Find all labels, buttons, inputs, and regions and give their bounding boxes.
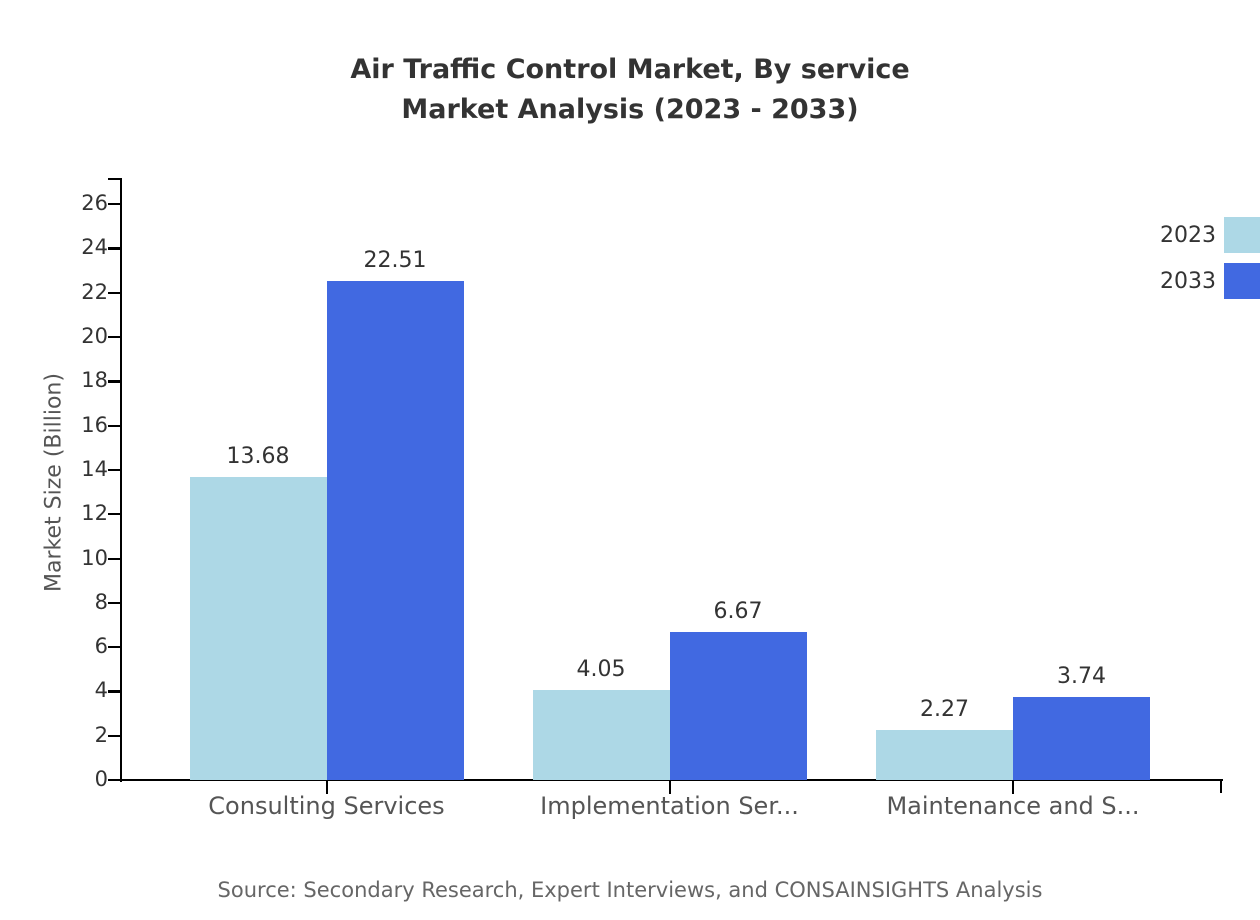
legend-swatch-2023	[1224, 217, 1260, 253]
x-tick-mark	[668, 781, 671, 794]
x-axis-line	[120, 779, 1223, 782]
legend-item-2023[interactable]: 2023	[1130, 214, 1260, 254]
y-tick-mark	[108, 779, 121, 782]
y-tick-label: 26	[81, 191, 108, 216]
y-tick-label: 4	[94, 678, 108, 703]
y-tick-label: 18	[81, 368, 108, 393]
chart-title: Air Traffic Control Market, By service M…	[0, 50, 1260, 130]
bar-2023-2[interactable]	[532, 690, 670, 780]
y-axis-line	[120, 178, 123, 782]
y-tick-mark	[108, 601, 121, 604]
x-tick-label: Maintenance and S...	[886, 792, 1140, 820]
bar-2033-1[interactable]	[326, 281, 464, 780]
y-tick-mark	[108, 690, 121, 693]
bar-2033-3[interactable]	[1013, 697, 1150, 780]
y-tick-label: 0	[94, 767, 108, 791]
legend-swatch-2033	[1224, 263, 1260, 299]
y-tick-label: 12	[81, 501, 108, 526]
y-tick-mark	[108, 424, 121, 427]
bar-value-label: 13.68	[226, 444, 290, 469]
bar-value-label: 4.05	[576, 657, 626, 683]
y-tick-mark	[108, 203, 121, 206]
bar-value-label: 6.67	[713, 599, 763, 625]
y-tick-label: 14	[81, 456, 108, 481]
y-tick-mark	[108, 291, 121, 294]
legend-label-2033: 2033	[1160, 269, 1216, 294]
x-tick-mark	[1012, 781, 1015, 794]
y-tick-label: 16	[81, 412, 108, 437]
y-tick-mark	[108, 336, 121, 339]
legend-label-2023: 2023	[1160, 223, 1216, 248]
y-tick-label: 24	[81, 235, 108, 260]
y-tick-mark	[108, 380, 121, 383]
y-tick-label: 20	[81, 324, 108, 349]
x-axis-end-cap	[1220, 779, 1223, 793]
source-note: Source: Secondary Research, Expert Inter…	[217, 878, 1043, 902]
y-tick-label: 2	[94, 722, 108, 747]
y-tick-mark	[108, 646, 121, 649]
chart-title-line-1: Air Traffic Control Market, By service	[350, 54, 910, 85]
y-tick-label: 6	[94, 634, 108, 659]
y-tick-mark	[108, 513, 121, 516]
y-tick-label: 10	[81, 545, 108, 570]
y-tick-mark	[108, 734, 121, 737]
y-axis-top-cap	[108, 178, 122, 181]
bar-value-label: 22.51	[363, 248, 427, 274]
y-tick-label: 22	[81, 279, 108, 304]
bar-2023-1[interactable]	[189, 477, 327, 780]
x-tick-label: Implementation Ser...	[540, 792, 799, 820]
bar-value-label: 2.27	[920, 696, 969, 722]
bar-2023-3[interactable]	[876, 729, 1013, 780]
y-tick-mark	[108, 557, 121, 560]
chart-title-line-2: Market Analysis (2023 - 2033)	[401, 94, 859, 125]
x-tick-label: Consulting Services	[208, 792, 445, 820]
y-tick-mark	[108, 247, 121, 250]
chart-legend: 2023 2033	[1130, 214, 1260, 306]
bar-value-label: 3.74	[1057, 664, 1106, 690]
legend-item-2033[interactable]: 2033	[1130, 260, 1260, 300]
y-tick-label: 8	[94, 589, 108, 614]
x-tick-mark	[325, 781, 328, 794]
y-tick-mark	[108, 468, 121, 472]
bar-2033-2[interactable]	[669, 632, 807, 780]
